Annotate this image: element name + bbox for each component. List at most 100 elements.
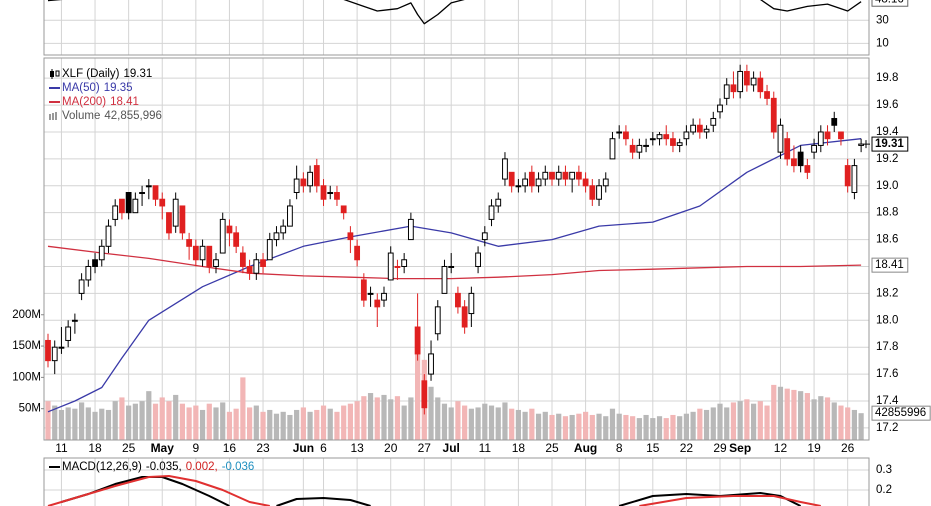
volume-bar bbox=[737, 401, 743, 440]
volume-bar bbox=[724, 407, 730, 440]
x-tick-label: Jul bbox=[443, 441, 460, 455]
candle-body bbox=[602, 178, 609, 187]
volume-bar bbox=[341, 405, 347, 440]
y-tick-label: 19.8 bbox=[876, 72, 898, 84]
volume-bar bbox=[347, 403, 353, 440]
x-tick-label: 15 bbox=[646, 441, 660, 455]
volume-bar bbox=[287, 414, 293, 440]
volume-bar bbox=[166, 401, 172, 440]
candle-body bbox=[495, 198, 502, 207]
macd-value: 0.002, bbox=[186, 461, 218, 473]
volume-bar bbox=[415, 336, 421, 440]
volume-bar bbox=[831, 402, 837, 440]
volume-bar bbox=[838, 405, 844, 440]
volume-bar bbox=[824, 397, 831, 440]
candle-body bbox=[488, 205, 495, 220]
x-tick-label: 6 bbox=[320, 441, 327, 455]
candle-body bbox=[750, 77, 757, 86]
candle-body bbox=[112, 205, 119, 220]
volume-bar bbox=[751, 403, 757, 440]
volume-bar bbox=[703, 409, 710, 440]
volume-bar bbox=[616, 413, 622, 440]
volume-bar bbox=[562, 416, 569, 440]
volume-bar bbox=[85, 407, 91, 440]
volume-bar bbox=[811, 399, 817, 440]
moving-average-line bbox=[47, 245, 862, 280]
volume-bar bbox=[92, 411, 98, 440]
legend-entry: MA(50) 19.35 bbox=[62, 82, 132, 94]
volume-bar bbox=[408, 397, 414, 440]
volume-bar bbox=[818, 396, 824, 440]
candle-body bbox=[468, 292, 475, 315]
volume-bar bbox=[509, 408, 515, 440]
volume-bar bbox=[609, 408, 616, 440]
x-tick-label: 26 bbox=[841, 441, 855, 455]
legend-icon bbox=[55, 70, 60, 77]
y-tick-label: 19.2 bbox=[876, 153, 898, 165]
x-tick-label: 8 bbox=[616, 441, 623, 455]
candle-body bbox=[166, 212, 172, 234]
legend-entry: MA(200) 18.41 bbox=[62, 96, 139, 108]
candle-body bbox=[119, 198, 125, 214]
volume-bar bbox=[99, 408, 105, 440]
volume-bar bbox=[206, 403, 212, 440]
volume-bar bbox=[757, 401, 763, 440]
volume-last-label: 42855996 bbox=[875, 407, 926, 419]
volume-bar bbox=[730, 402, 737, 440]
candle-body bbox=[831, 118, 838, 126]
volume-tick-label: 100M bbox=[12, 371, 41, 383]
volume-bar bbox=[65, 407, 71, 440]
rsi-last-label: 48.16 bbox=[875, 0, 904, 5]
candle-body bbox=[145, 185, 152, 188]
ma200-last-label: 18.41 bbox=[875, 259, 904, 271]
volume-bar bbox=[327, 408, 333, 440]
candle-body bbox=[683, 131, 690, 140]
volume-bar bbox=[79, 402, 85, 440]
volume-bar bbox=[401, 405, 407, 440]
volume-tick-label: 150M bbox=[12, 340, 41, 352]
y-tick-label: 19.0 bbox=[876, 180, 898, 192]
candle-body bbox=[596, 185, 602, 200]
y-tick-label: 17.4 bbox=[876, 395, 899, 407]
volume-bar bbox=[394, 396, 401, 440]
volume-bar bbox=[670, 414, 676, 440]
macd-legend: MACD(12,26,9) -0.035, 0.002, -0.036 bbox=[62, 461, 254, 473]
volume-bar bbox=[576, 413, 582, 440]
macd-frame bbox=[43, 457, 870, 506]
candle-body bbox=[387, 252, 394, 281]
candle-body bbox=[179, 205, 186, 234]
candle-body bbox=[670, 138, 676, 146]
candle-body bbox=[737, 70, 744, 93]
candle-body bbox=[542, 171, 549, 180]
candle-body bbox=[71, 319, 78, 322]
candle-body bbox=[575, 171, 582, 180]
candle-body bbox=[528, 171, 535, 187]
rsi-line bbox=[47, 0, 862, 25]
candle-body bbox=[656, 134, 663, 140]
volume-bar bbox=[173, 394, 179, 440]
candle-body bbox=[192, 245, 199, 261]
volume-bar bbox=[798, 391, 804, 440]
volume-bar bbox=[630, 416, 636, 440]
volume-bar bbox=[502, 402, 508, 440]
candle-body bbox=[186, 239, 193, 247]
volume-bar bbox=[583, 411, 589, 440]
candle-body bbox=[139, 192, 145, 195]
x-tick-label: 13 bbox=[350, 441, 364, 455]
volume-bar bbox=[52, 405, 58, 440]
volume-bar bbox=[690, 411, 696, 440]
candle-body bbox=[253, 259, 260, 274]
candle-body bbox=[723, 84, 730, 99]
volume-bar bbox=[240, 377, 246, 440]
x-tick-label: 9 bbox=[192, 441, 199, 455]
volume-bar bbox=[253, 405, 259, 440]
volume-last-label-box bbox=[871, 405, 931, 421]
candle-body bbox=[643, 144, 649, 147]
candle-body bbox=[448, 265, 455, 268]
candle-body bbox=[817, 131, 824, 146]
volume-bar bbox=[226, 411, 233, 440]
legend-text: 42,855,996 bbox=[104, 110, 162, 122]
candle-body bbox=[92, 259, 98, 267]
y-tick-label: 18.2 bbox=[876, 287, 898, 299]
